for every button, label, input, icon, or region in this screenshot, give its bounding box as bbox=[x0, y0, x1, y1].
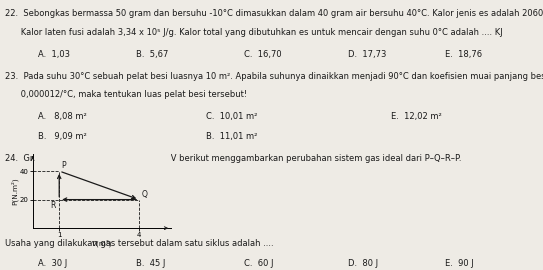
Text: P: P bbox=[61, 161, 66, 170]
Text: B.  45 J: B. 45 J bbox=[136, 259, 165, 268]
Text: 24.  Grafik tekanan P terhadap volume V berikut menggambarkan perubahan sistem g: 24. Grafik tekanan P terhadap volume V b… bbox=[5, 154, 462, 163]
Text: R: R bbox=[50, 201, 55, 210]
X-axis label: V(m³): V(m³) bbox=[92, 240, 112, 247]
Text: E.  90 J: E. 90 J bbox=[445, 259, 474, 268]
Text: Usaha yang dilakukan gas tersebut dalam satu siklus adalah ....: Usaha yang dilakukan gas tersebut dalam … bbox=[5, 239, 274, 248]
Text: A.  1,03: A. 1,03 bbox=[38, 50, 70, 59]
Text: E.  18,76: E. 18,76 bbox=[445, 50, 482, 59]
Text: A.   8,08 m²: A. 8,08 m² bbox=[38, 112, 87, 121]
Text: D.  80 J: D. 80 J bbox=[348, 259, 377, 268]
Text: Q: Q bbox=[141, 190, 147, 199]
Text: C.  60 J: C. 60 J bbox=[244, 259, 274, 268]
Text: 22.  Sebongkas bermassa 50 gram dan bersuhu -10°C dimasukkan dalam 40 gram air b: 22. Sebongkas bermassa 50 gram dan bersu… bbox=[5, 9, 543, 18]
Text: B.   9,09 m²: B. 9,09 m² bbox=[38, 132, 87, 141]
Y-axis label: P(N.m²): P(N.m²) bbox=[11, 177, 18, 205]
Text: Kalor laten fusi adalah 3,34 x 10⁵ J/g. Kalor total yang dibutuhkan es untuk men: Kalor laten fusi adalah 3,34 x 10⁵ J/g. … bbox=[5, 28, 503, 37]
Text: D.  17,73: D. 17,73 bbox=[348, 50, 386, 59]
Text: B.  11,01 m²: B. 11,01 m² bbox=[206, 132, 258, 141]
Text: 23.  Pada suhu 30°C sebuah pelat besi luasnya 10 m². Apabila suhunya dinaikkan m: 23. Pada suhu 30°C sebuah pelat besi lua… bbox=[5, 72, 543, 80]
Text: E.  12,02 m²: E. 12,02 m² bbox=[391, 112, 441, 121]
Text: 0,000012/°C, maka tentukan luas pelat besi tersebut!: 0,000012/°C, maka tentukan luas pelat be… bbox=[5, 90, 248, 99]
Text: A.  30 J: A. 30 J bbox=[38, 259, 67, 268]
Text: C.  16,70: C. 16,70 bbox=[244, 50, 282, 59]
Text: B.  5,67: B. 5,67 bbox=[136, 50, 168, 59]
Text: C.  10,01 m²: C. 10,01 m² bbox=[206, 112, 258, 121]
